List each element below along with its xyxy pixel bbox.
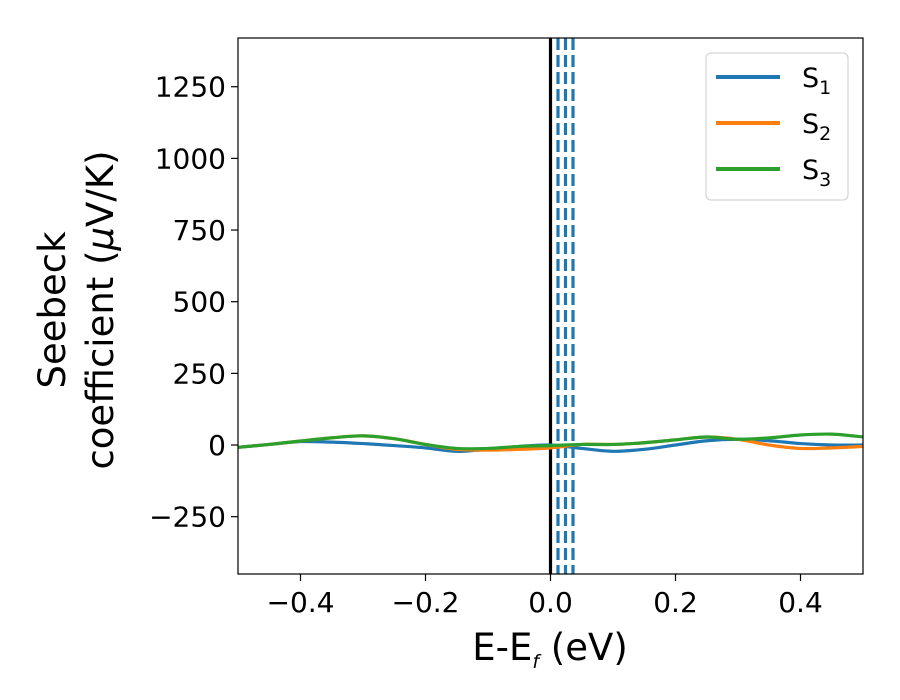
x-tick-label: −0.4 <box>267 586 335 619</box>
y-axis-title: Seebeck coefficient (μV/K) <box>31 150 122 469</box>
y-axis-title-line2: coefficient (μV/K) <box>79 150 122 469</box>
legend-frame <box>705 52 849 201</box>
x-tick-label: 0.4 <box>778 586 823 619</box>
y-tick-label: −250 <box>149 501 226 534</box>
x-tick-label: 0.0 <box>528 586 573 619</box>
series-line-s3 <box>238 432 863 451</box>
y-tick-label: 500 <box>173 286 226 319</box>
legend-label-s2: S2 <box>802 109 831 145</box>
y-tick-label: 1250 <box>155 71 226 104</box>
legend: S1 S2 S3 <box>705 52 849 201</box>
x-axis-title: E-Ef (eV) <box>472 626 628 673</box>
y-tick-label: 250 <box>173 357 226 390</box>
x-tick-label: −0.2 <box>392 586 460 619</box>
y-tick-label: 0 <box>208 429 226 462</box>
y-tick-label: 1000 <box>155 142 226 175</box>
x-tick-label: 0.2 <box>653 586 698 619</box>
y-tick-label: 750 <box>173 214 226 247</box>
legend-label-s1: S1 <box>802 63 831 99</box>
legend-label-s3: S3 <box>802 155 831 191</box>
y-axis-title-line1: Seebeck <box>31 231 74 389</box>
